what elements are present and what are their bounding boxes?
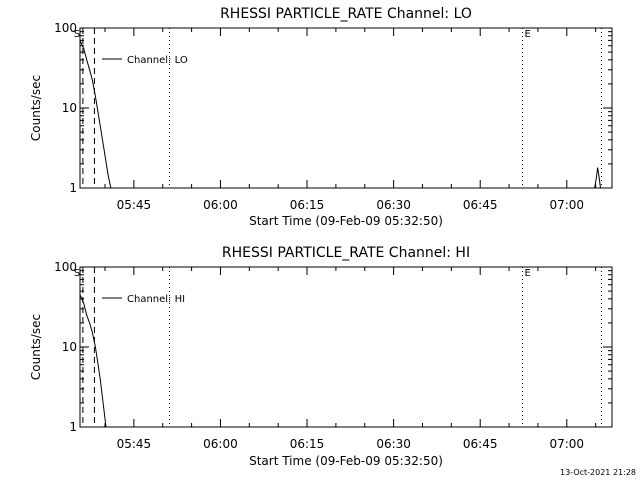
legend-label: Channel: HI [127,294,185,305]
y-tick-label: 100 [54,260,77,274]
series-line [79,294,107,428]
x-tick-label: 06:45 [463,198,498,212]
y-tick-label: 1 [69,181,77,195]
x-tick-label: 06:15 [290,437,325,451]
chart-title: RHESSI PARTICLE_RATE Channel: LO [220,6,472,22]
x-tick-label: 06:45 [463,437,498,451]
plot-frame [79,27,613,189]
y-axis-label: Counts/sec [29,314,43,380]
event-marker-label: E [525,29,531,40]
x-tick-label: 06:30 [376,437,411,451]
x-tick-label: 06:30 [376,198,411,212]
y-tick-label: 1 [69,420,77,434]
event-marker-label: S [74,29,80,40]
x-axis-label: Start Time (09-Feb-09 05:32:50) [249,214,443,228]
x-tick-label: 06:00 [203,198,238,212]
series-line [79,40,112,189]
x-tick-label: 07:00 [549,198,584,212]
x-tick-label: 05:45 [117,198,152,212]
x-tick-label: 05:45 [117,437,152,451]
x-tick-label: 06:15 [290,198,325,212]
chart-panel-hi: RHESSI PARTICLE_RATE Channel: HI 1 10 100 05… [29,245,613,468]
chart-title: RHESSI PARTICLE_RATE Channel: HI [222,245,470,261]
legend-label: Channel: LO [127,55,188,66]
plot-frame [79,266,613,428]
y-axis-label: Counts/sec [29,75,43,141]
generation-timestamp: 13-Oct-2021 21:28 [560,468,636,477]
x-tick-label: 06:00 [203,437,238,451]
chart-panel-lo: RHESSI PARTICLE_RATE Channel: LO 1 10 100 05… [29,6,613,228]
y-tick-label: 10 [62,340,77,354]
x-axis-label: Start Time (09-Feb-09 05:32:50) [249,454,443,468]
y-tick-label: 10 [62,101,77,115]
event-marker-label: S [74,268,80,279]
event-marker-label: E [525,268,531,279]
y-tick-label: 100 [54,21,77,35]
x-tick-label: 07:00 [549,437,584,451]
series-line [594,167,601,189]
